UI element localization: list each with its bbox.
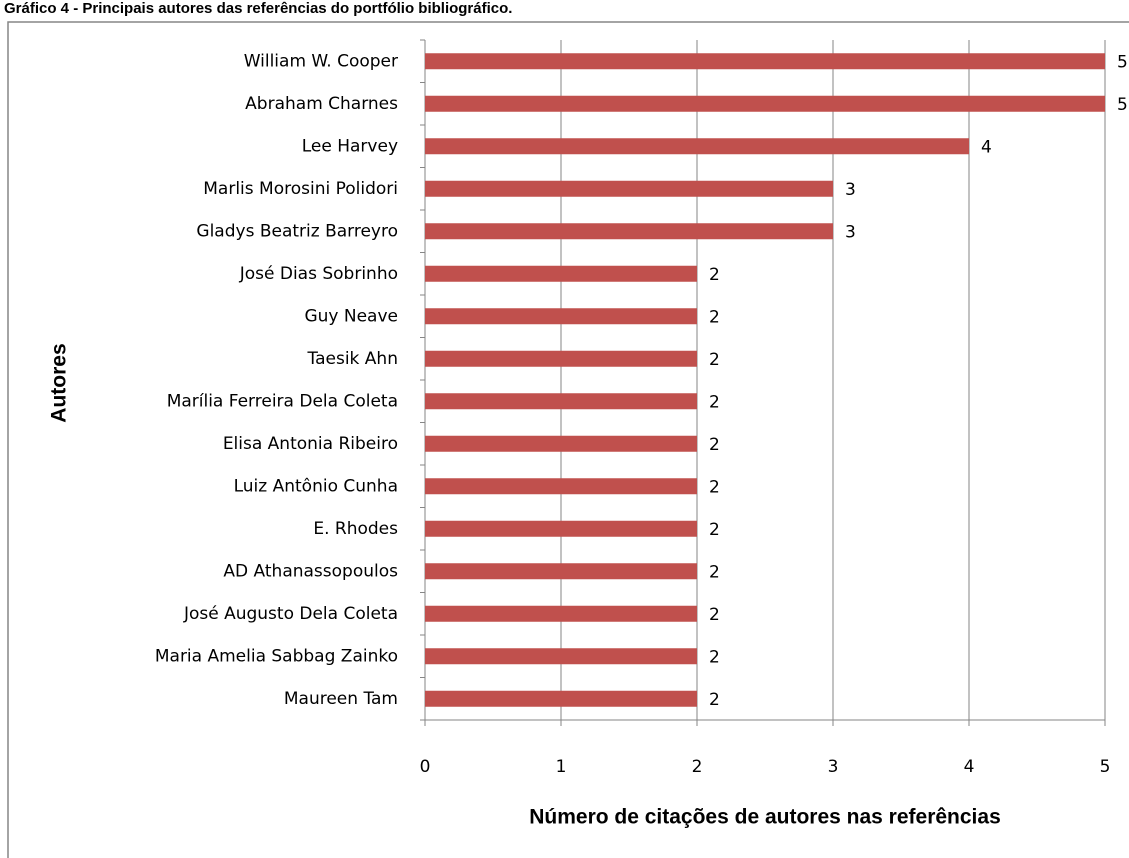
x-tick-label: 1 [556,757,567,777]
bar [425,478,697,495]
y-tick-label: Marília Ferreira Dela Coleta [167,391,398,411]
data-label: 4 [981,137,992,157]
data-label: 2 [709,520,720,540]
data-label: 2 [709,392,720,412]
y-tick-label: Abraham Charnes [245,94,398,114]
bar [425,393,697,410]
y-tick-label: Taesik Ahn [307,349,398,369]
x-tick-label: 0 [420,757,431,777]
bar [425,265,697,282]
bar [425,53,1105,70]
bar [425,308,697,325]
bar [425,350,697,367]
data-label: 2 [709,350,720,370]
y-tick-label: William W. Cooper [244,51,398,71]
data-label: 2 [709,647,720,667]
bar [425,435,697,452]
data-label: 2 [709,435,720,455]
y-tick-label: Maria Amelia Sabbag Zainko [155,646,398,666]
data-label: 3 [845,180,856,200]
y-tick-label: AD Athanassopoulos [223,561,398,581]
data-label: 5 [1117,52,1128,72]
x-axis-title: Número de citações de autores nas referê… [529,806,1001,829]
bar [425,180,833,197]
bar [425,563,697,580]
data-label: 2 [709,690,720,710]
y-tick-label: José Dias Sobrinho [239,264,398,284]
y-tick-label: José Augusto Dela Coleta [183,604,398,624]
y-tick-label: E. Rhodes [313,519,398,539]
y-tick-label: Luiz Antônio Cunha [234,476,398,496]
x-tick-label: 4 [964,757,975,777]
y-tick-label: Lee Harvey [302,136,398,156]
y-tick-label: Maureen Tam [284,689,398,709]
bar [425,520,697,537]
bar [425,648,697,665]
bar [425,690,697,707]
x-tick-label: 2 [692,757,703,777]
data-label: 2 [709,605,720,625]
y-tick-label: Guy Neave [304,306,398,326]
data-label: 5 [1117,95,1128,115]
y-tick-label: Elisa Antonia Ribeiro [223,434,398,454]
bar [425,223,833,240]
data-label: 3 [845,222,856,242]
bar [425,605,697,622]
y-tick-label: Marlis Morosini Polidori [203,179,398,199]
x-tick-label: 3 [828,757,839,777]
data-label: 2 [709,265,720,285]
bar [425,95,1105,112]
y-tick-label: Gladys Beatriz Barreyro [196,221,398,241]
bar [425,138,969,155]
x-tick-label: 5 [1100,757,1111,777]
chart-title: Gráfico 4 - Principais autores das refer… [4,0,512,17]
data-label: 2 [709,477,720,497]
y-axis-title: Autores [48,343,71,422]
data-label: 2 [709,562,720,582]
data-label: 2 [709,307,720,327]
